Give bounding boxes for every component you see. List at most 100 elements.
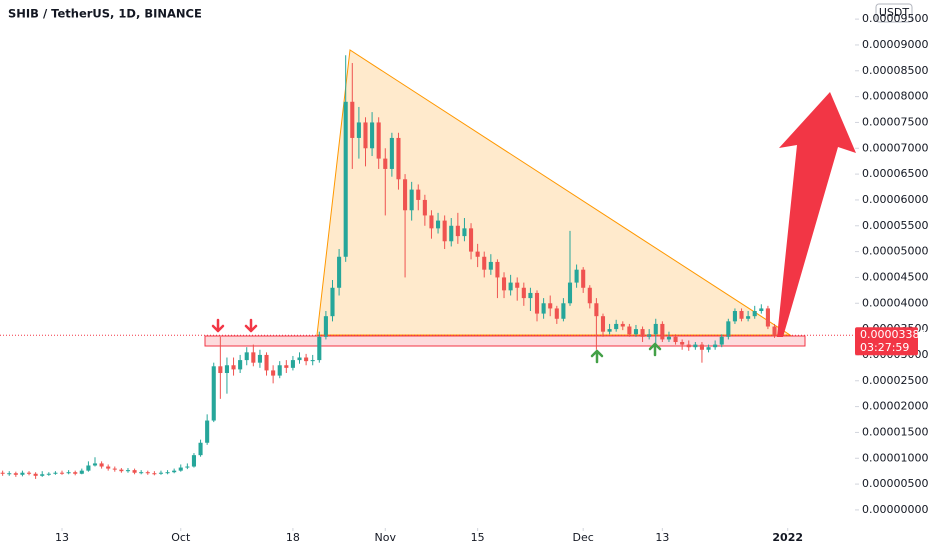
candle-body — [482, 256, 487, 270]
candles — [0, 55, 784, 479]
candle-body — [574, 269, 579, 283]
candle-body — [132, 470, 137, 473]
support-zone — [204, 335, 806, 347]
candle-body — [442, 220, 447, 242]
last-price-label: 0.00003382 — [860, 328, 926, 341]
last-price-box — [855, 327, 918, 356]
candle-body — [647, 334, 652, 337]
y-tick-label: 0.00002500 — [862, 374, 928, 387]
triangle-pattern — [316, 49, 792, 336]
x-tick-label: 18 — [286, 531, 300, 544]
candle-body — [699, 344, 704, 350]
x-tick-label: 2022 — [772, 531, 803, 544]
currency-label[interactable]: USDT — [879, 6, 910, 19]
grid — [61, 18, 859, 531]
candle-body — [178, 467, 183, 471]
candle-body — [436, 220, 441, 229]
candle-body — [59, 472, 65, 474]
candle-body — [567, 282, 573, 304]
candle-body — [389, 137, 394, 169]
candle-body — [238, 360, 243, 370]
drawings-back — [204, 49, 806, 347]
candle-body — [422, 199, 427, 216]
breakout-arrow — [777, 92, 856, 337]
currency-box[interactable] — [875, 3, 913, 23]
candle-body — [46, 473, 51, 475]
candle-body — [13, 473, 18, 475]
candle-body — [554, 308, 559, 319]
candle-body — [620, 323, 625, 327]
candle-body — [139, 472, 144, 474]
y-tick-label: 0.00009500 — [862, 12, 928, 25]
candle-body — [0, 472, 5, 474]
candle-body — [330, 287, 335, 317]
candle-body — [561, 303, 566, 319]
candle-body — [205, 420, 210, 443]
candle-body — [337, 256, 342, 288]
up-arrow — [648, 342, 662, 357]
candle-body — [739, 311, 744, 319]
candle-body — [304, 357, 309, 362]
candle-body — [627, 326, 632, 335]
candle-body — [660, 323, 665, 340]
candle-body — [468, 228, 474, 252]
candle-body — [224, 365, 229, 374]
y-tick-label: 0.00001000 — [862, 451, 928, 464]
candle-body — [297, 357, 302, 361]
candle-body — [732, 311, 737, 322]
candle-body — [680, 342, 685, 345]
candle-body — [73, 472, 78, 474]
candle-body — [40, 474, 45, 476]
candle-body — [323, 316, 328, 337]
candle-body — [640, 329, 645, 337]
candle-body — [416, 189, 421, 200]
candle-body — [449, 225, 454, 242]
candle-body — [165, 472, 170, 474]
candle-body — [112, 468, 117, 470]
candle-body — [92, 463, 98, 466]
support-arrows — [590, 342, 662, 364]
candle-body — [33, 473, 38, 476]
candle-body — [79, 470, 84, 474]
candle-body — [26, 472, 32, 474]
y-tick-label: 0.00005000 — [862, 245, 928, 258]
y-tick-label: 0.00000000 — [862, 503, 928, 516]
candle-body — [218, 366, 223, 374]
candle-body — [185, 466, 190, 468]
candle-body — [495, 261, 500, 278]
candle-body — [501, 277, 507, 291]
candle-body — [653, 323, 658, 335]
candle-body — [251, 352, 256, 363]
candle-body — [356, 122, 361, 138]
candle-body — [106, 466, 111, 469]
y-tick-label: 0.00006000 — [862, 193, 928, 206]
x-tick-label: Oct — [171, 531, 191, 544]
candle-body — [125, 470, 131, 472]
y-tick-label: 0.00007500 — [862, 115, 928, 128]
candle-body — [350, 101, 355, 138]
candle-body — [600, 316, 606, 332]
candle-body — [607, 329, 612, 332]
candle-body — [271, 370, 276, 376]
y-tick-label: 0.00006500 — [862, 167, 928, 180]
candle-body — [759, 308, 764, 312]
x-tick-label: Dec — [573, 531, 594, 544]
candle-body — [172, 470, 177, 473]
candle-body — [383, 158, 388, 169]
y-tick-label: 0.00002000 — [862, 400, 928, 413]
candle-body — [746, 316, 751, 319]
up-arrow — [590, 349, 604, 364]
candle-body — [765, 308, 770, 327]
candle-body — [548, 303, 553, 309]
candle-body — [317, 336, 322, 361]
countdown-label: 03:27:59 — [860, 341, 909, 354]
candle-body — [772, 326, 777, 336]
candle-body — [429, 215, 434, 229]
y-tick-label: 0.00005500 — [862, 219, 928, 232]
candle-body — [455, 225, 460, 237]
candle-body — [409, 189, 414, 211]
candle-body — [244, 352, 249, 361]
candle-body — [198, 442, 203, 456]
candle-body — [20, 472, 25, 475]
